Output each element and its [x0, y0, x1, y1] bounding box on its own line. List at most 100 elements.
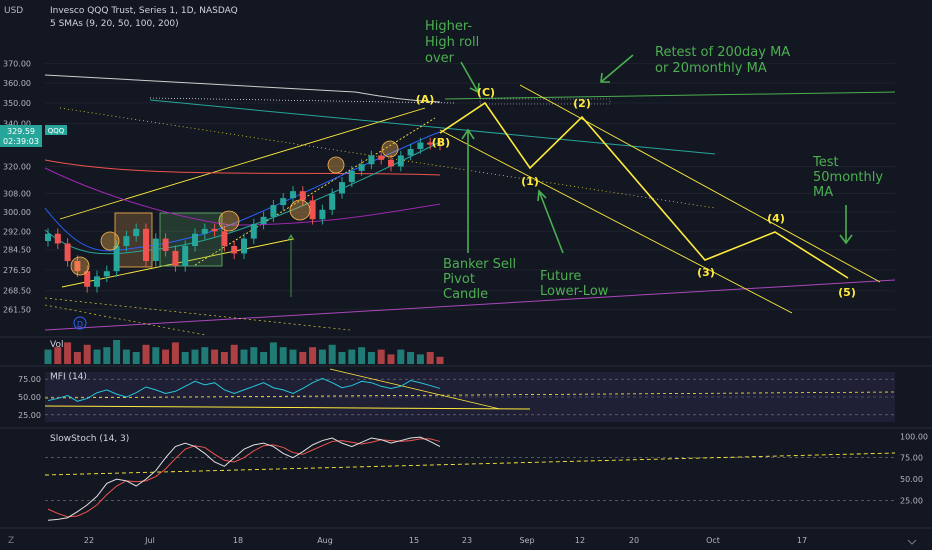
price-tick-label: 350.00	[3, 99, 31, 108]
banker-candle-marker-head	[287, 234, 295, 241]
stoch-tick-label: 25.00	[900, 497, 923, 506]
candle	[182, 240, 189, 272]
volume-bar	[250, 347, 258, 364]
volume-bar	[181, 352, 189, 364]
candle	[201, 223, 208, 240]
price-badge: 329.59 02:39:03 QQQ	[0, 125, 67, 147]
dividend-event-marker[interactable]: D	[73, 316, 87, 330]
stoch-tick-label: 75.00	[900, 454, 923, 463]
annotation-line: Candle	[443, 287, 488, 302]
volume-bar	[83, 344, 91, 364]
candles-layer	[45, 137, 443, 293]
candle	[94, 270, 100, 293]
mfi-tick-label: 75.00	[18, 375, 41, 384]
volume-bar	[269, 342, 277, 364]
candle	[348, 165, 355, 188]
sma200-line-right	[354, 91, 441, 103]
annotation-line: Higher-	[425, 19, 472, 34]
consolidation-box-2	[159, 212, 223, 267]
price-tick-label: 300.00	[3, 208, 31, 217]
auto-scale-button[interactable]	[907, 539, 917, 545]
volume-bar	[397, 349, 405, 364]
sma-legend[interactable]: 5 SMAs (9, 20, 50, 100, 200)	[50, 19, 179, 29]
candle	[64, 238, 71, 267]
candle	[54, 228, 61, 249]
annotation-line: MA	[813, 185, 833, 200]
stoch-d-line	[47, 438, 441, 518]
candle	[299, 186, 306, 206]
volume-bar	[436, 356, 444, 364]
chart-title: Invesco QQQ Trust, Series 1, 1D, NASDAQ	[50, 6, 238, 16]
mfi-label[interactable]: MFI (14)	[50, 372, 87, 382]
projection-path	[439, 101, 849, 279]
price-tick-label: 268.50	[3, 287, 31, 296]
candle	[172, 245, 179, 272]
volume-label[interactable]: Vol	[50, 340, 63, 350]
volume-bar	[387, 354, 395, 364]
volume-bar	[328, 344, 336, 364]
price-tick-label: 320.00	[3, 162, 31, 171]
projection-channel-upper	[519, 84, 881, 283]
sma9-line	[44, 131, 441, 252]
volume-bar	[191, 349, 199, 364]
lower-dotted-trend-2	[44, 304, 206, 336]
horizontal-resistance-line	[444, 91, 896, 100]
volume-bar	[240, 349, 248, 364]
volume-bar	[162, 349, 170, 364]
annotation-line: Retest of 200day MA	[655, 45, 790, 60]
annotation-line: 50monthly	[813, 170, 883, 185]
volume-bar	[103, 347, 111, 364]
volume-bar	[348, 349, 356, 364]
volume-bar	[367, 352, 375, 364]
time-tick-label: 15	[409, 536, 419, 545]
volume-bar	[44, 349, 52, 364]
projection-channel-lower	[439, 129, 793, 314]
stoch-trendline	[44, 452, 896, 476]
volume-bar	[230, 344, 238, 364]
volume-bar	[201, 347, 209, 364]
long-dotted-trend	[59, 107, 716, 209]
volume-bar	[309, 347, 317, 364]
chevron-down-icon	[907, 539, 917, 545]
stoch-tick-label: 50.00	[900, 475, 923, 484]
channel-mid-dotted-line	[194, 117, 436, 266]
candle	[339, 177, 345, 199]
annotation-line: or 20monthly MA	[655, 61, 767, 76]
candle	[427, 137, 434, 150]
time-tick-label: 18	[233, 536, 243, 545]
highlight-circles	[70, 140, 399, 276]
annotation-line: over	[425, 51, 455, 66]
wave-labels: (A) (B) (C) (1) (2) (3) (4) (5)	[416, 86, 856, 299]
time-tick-label: Jul	[144, 536, 155, 545]
sma20-line	[44, 141, 441, 255]
sma50-line	[44, 159, 441, 176]
price-axis: 370.00 360.00 350.00 340.00 320.00 308.00 300.…	[3, 60, 31, 315]
price-tick-label: 292.00	[3, 227, 31, 236]
candle	[241, 233, 247, 259]
stoch-label[interactable]: SlowStoch (14, 3)	[50, 434, 129, 444]
volume-pane	[44, 340, 444, 364]
volume-bar	[299, 352, 307, 364]
wave-label-2: (2)	[573, 97, 591, 110]
candle	[192, 228, 198, 252]
last-price: 329.59	[7, 127, 35, 136]
arrow-test-50m	[839, 205, 853, 245]
event-marker-label: D	[77, 320, 83, 329]
sma200-line-left	[44, 74, 356, 93]
volume-bar	[171, 342, 179, 364]
volume-bar	[260, 352, 268, 364]
timezone-button[interactable]: Z	[8, 536, 14, 546]
candle	[358, 159, 365, 176]
retest-zone	[479, 98, 611, 105]
volume-bar	[142, 344, 150, 364]
highlight-circle	[289, 199, 311, 221]
candle	[231, 240, 238, 259]
highlight-circle	[100, 231, 120, 251]
highlight-circle	[327, 156, 345, 174]
volume-bar	[220, 352, 228, 364]
candle	[133, 223, 140, 242]
price-tick-label: 340.00	[3, 120, 31, 129]
time-tick-label: 17	[797, 536, 807, 545]
